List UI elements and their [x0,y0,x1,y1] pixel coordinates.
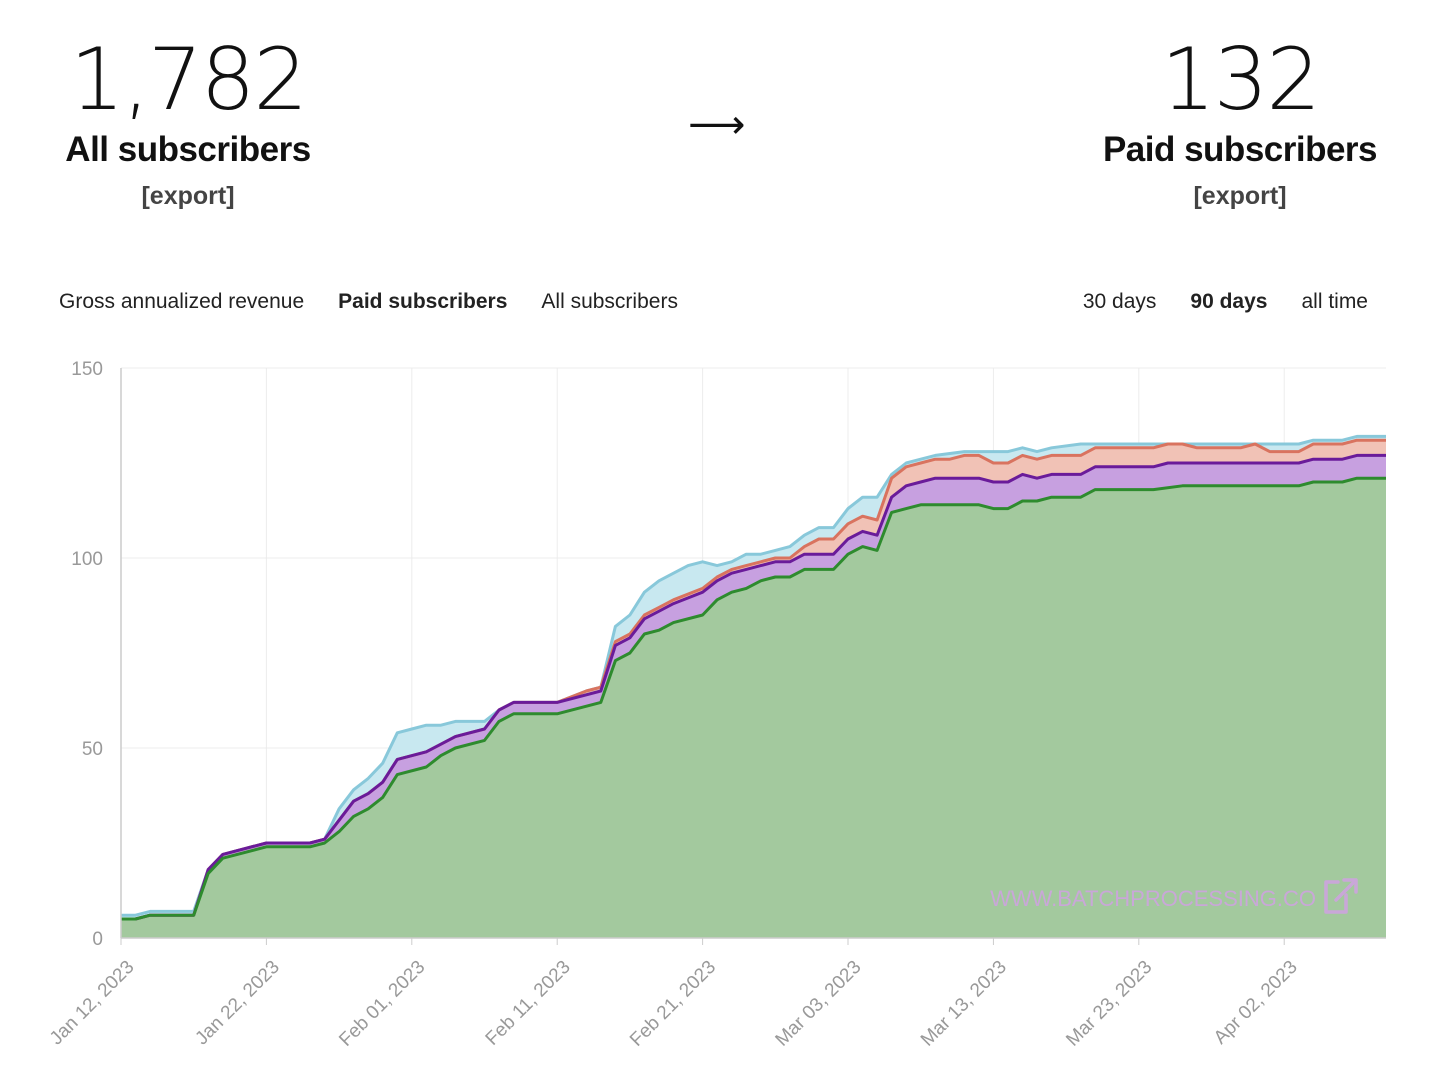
external-link-icon [1324,878,1358,914]
all-subscribers-count: 1,782 [69,30,308,130]
metric-tabs: Gross annualized revenue Paid subscribers… [59,290,712,314]
paid-subscribers-stat: 132 Paid subscribers [export] [1090,30,1390,211]
x-tick-label: Feb 21, 2023 [626,957,720,1051]
watermark-text: WWW.BATCHPROCESSING.CO [990,886,1316,911]
range-all-time[interactable]: all time [1301,290,1368,313]
range-tabs: 30 days 90 days all time [1049,290,1368,314]
range-90-days[interactable]: 90 days [1190,290,1268,313]
x-tick-label: Jan 22, 2023 [191,957,284,1050]
all-subscribers-stat: 1,782 All subscribers [export] [38,30,338,211]
y-tick-label: 0 [92,929,103,950]
x-tick-label: Feb 11, 2023 [482,957,575,1050]
series-line-purple [121,453,1386,921]
tab-paid-subscribers[interactable]: Paid subscribers [338,290,508,313]
all-subscribers-export-link[interactable]: [export] [141,182,235,210]
paid-subscribers-label: Paid subscribers [1102,130,1378,169]
x-tick-label: Mar 13, 2023 [917,957,1011,1051]
series-area-green [121,478,1386,938]
range-30-days[interactable]: 30 days [1082,290,1157,313]
paid-subscribers-count: 132 [1160,30,1321,130]
y-tick-label: 50 [82,739,103,760]
subscribers-chart: 0 50 100 150 Jan 12, 2023 Jan 22, 2023 Feb 01,… [46,359,1386,1051]
y-tick-label: 150 [71,359,103,380]
all-subscribers-label: All subscribers [65,130,311,169]
y-tick-label: 100 [71,549,103,570]
x-tick-label: Mar 23, 2023 [1062,957,1156,1051]
arrow-icon: ⟶ [688,102,746,148]
series-line-cyan [121,434,1386,917]
tab-gross-annualized-revenue[interactable]: Gross annualized revenue [59,290,305,313]
paid-subscribers-export-link[interactable]: [export] [1193,182,1287,210]
tab-all-subscribers[interactable]: All subscribers [541,290,678,313]
x-tick-label: Mar 03, 2023 [772,957,866,1051]
x-tick-label: Feb 01, 2023 [335,957,429,1051]
x-tick-label: Apr 02, 2023 [1210,957,1302,1049]
x-tick-label: Jan 12, 2023 [46,957,139,1050]
series-line-green [121,476,1386,921]
